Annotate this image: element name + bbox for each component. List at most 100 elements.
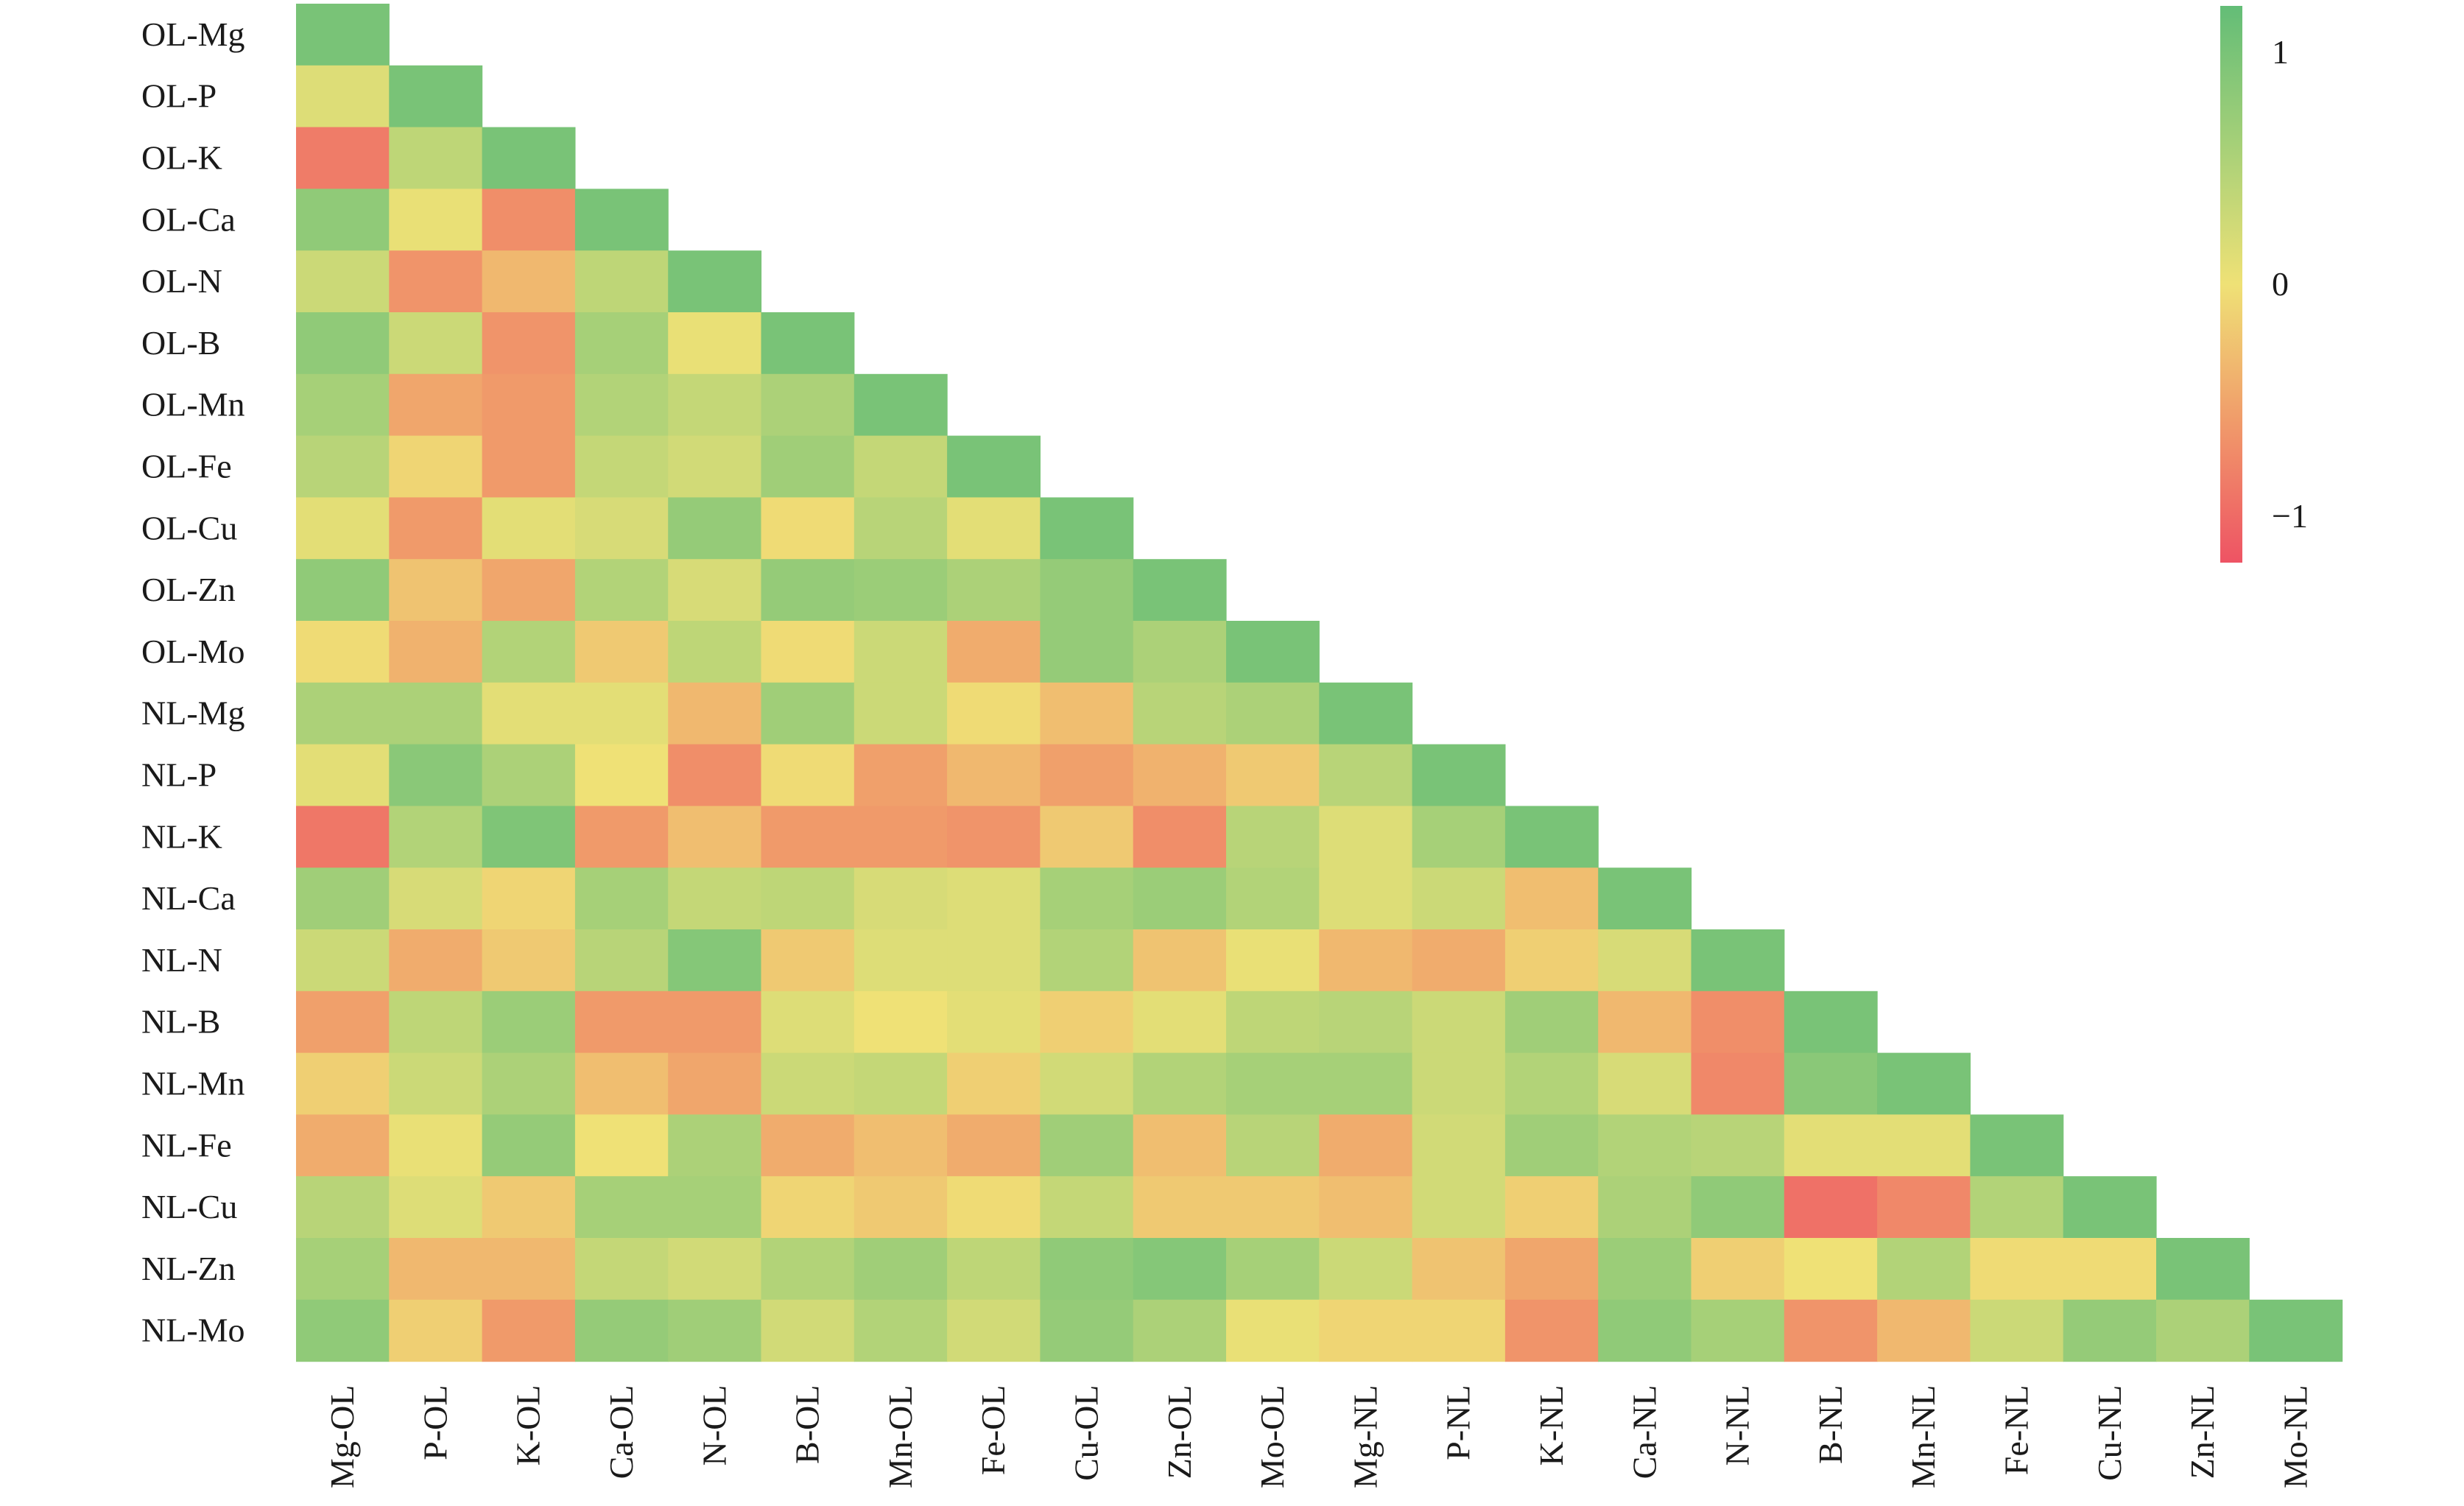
- heatmap-cell: [574, 1052, 669, 1115]
- heatmap-cell: [482, 929, 576, 992]
- heatmap-cell: [1133, 1052, 1227, 1115]
- row-tick-label: OL-Zn: [141, 571, 236, 608]
- heatmap-cell: [761, 1238, 855, 1301]
- heatmap-cell: [1504, 1299, 1599, 1362]
- heatmap-cell: [389, 990, 483, 1054]
- heatmap-cell: [389, 868, 483, 930]
- heatmap-cell: [296, 1299, 390, 1362]
- heatmap-cell: [761, 806, 855, 868]
- heatmap-cell: [296, 127, 390, 189]
- heatmap-cell: [482, 1052, 576, 1115]
- heatmap-cell: [761, 435, 855, 498]
- heatmap-cell: [1504, 990, 1599, 1054]
- heatmap-cell: [668, 559, 762, 622]
- heatmap-cell: [389, 1299, 483, 1362]
- heatmap-cell: [1970, 1238, 2064, 1301]
- heatmap-cell: [1691, 1114, 1785, 1177]
- heatmap-cell: [1319, 682, 1413, 745]
- heatmap-cell: [296, 435, 390, 498]
- heatmap-cell: [1784, 1299, 1878, 1362]
- heatmap-cell: [1226, 868, 1320, 930]
- heatmap-cell: [1319, 1114, 1413, 1177]
- heatmap-cell: [296, 682, 390, 745]
- heatmap-cell: [853, 682, 948, 745]
- heatmap-cell: [947, 1114, 1041, 1177]
- heatmap-cell: [668, 1238, 762, 1301]
- heatmap-cell: [389, 806, 483, 868]
- heatmap-cell: [296, 4, 390, 66]
- heatmap-cell: [2156, 1299, 2250, 1362]
- heatmap-cell: [947, 435, 1041, 498]
- heatmap-cell: [947, 868, 1041, 930]
- heatmap-cell: [2063, 1238, 2157, 1301]
- heatmap-cell: [853, 497, 948, 560]
- heatmap-cell: [1319, 806, 1413, 868]
- colorbar-ticks: 1 0 −1: [2272, 33, 2308, 535]
- row-tick-label: OL-P: [141, 77, 217, 115]
- heatmap-cell: [947, 1299, 1041, 1362]
- heatmap-cell: [389, 373, 483, 437]
- heatmap-cell: [2063, 1176, 2157, 1239]
- heatmap-cell: [482, 1299, 576, 1362]
- heatmap-cell: [947, 559, 1041, 622]
- heatmap-cell: [1133, 1299, 1227, 1362]
- heatmap-cell: [1226, 929, 1320, 992]
- heatmap-cell: [1691, 929, 1785, 992]
- row-tick-label: OL-K: [141, 139, 222, 177]
- heatmap-cell: [1040, 868, 1134, 930]
- heatmap-cell: [1133, 1238, 1227, 1301]
- row-tick-label: OL-Mg: [141, 15, 245, 53]
- heatmap-cell: [668, 435, 762, 498]
- column-tick-label: Mo-NL: [2276, 1385, 2314, 1489]
- heatmap-cell: [668, 806, 762, 868]
- column-tick-label: B-NL: [1812, 1385, 1849, 1464]
- heatmap-cell: [761, 868, 855, 930]
- heatmap-cell: [1598, 1052, 1692, 1115]
- heatmap-cell: [761, 621, 855, 683]
- heatmap-cell: [296, 806, 390, 868]
- heatmap-cell: [1970, 1114, 2064, 1177]
- column-tick-label: Ca-NL: [1625, 1385, 1663, 1479]
- heatmap-cell: [2063, 1299, 2157, 1362]
- heatmap-cell: [296, 868, 390, 930]
- heatmap-cell: [761, 744, 855, 806]
- heatmap-cell: [296, 621, 390, 683]
- heatmap-cell: [761, 990, 855, 1054]
- heatmap-cell: [668, 929, 762, 992]
- heatmap-cell: [1040, 806, 1134, 868]
- heatmap-cell: [668, 621, 762, 683]
- heatmap-cell: [1784, 1052, 1878, 1115]
- heatmap-cell: [1412, 868, 1506, 930]
- heatmap-cell: [1319, 1238, 1413, 1301]
- heatmap-cell: [1040, 497, 1134, 560]
- heatmap-cell: [853, 1114, 948, 1177]
- heatmap-cell: [482, 373, 576, 437]
- heatmap-cell: [1319, 990, 1413, 1054]
- column-tick-label: Mg-OL: [323, 1385, 361, 1489]
- heatmap-cell: [668, 1052, 762, 1115]
- heatmap-cell: [1504, 806, 1599, 868]
- heatmap-cell: [574, 1238, 669, 1301]
- heatmap-cell: [1691, 1299, 1785, 1362]
- heatmap-cell: [1040, 990, 1134, 1054]
- heatmap-cell: [574, 312, 669, 375]
- heatmap-cell: [1226, 990, 1320, 1054]
- column-tick-label: K-OL: [510, 1385, 547, 1466]
- heatmap-cell: [761, 929, 855, 992]
- heatmap-cell: [1319, 1176, 1413, 1239]
- heatmap-cell: [389, 189, 483, 251]
- heatmap-cell: [296, 250, 390, 313]
- heatmap-cell: [1133, 1114, 1227, 1177]
- heatmap-cell: [1504, 868, 1599, 930]
- column-tick-label: P-NL: [1440, 1385, 1477, 1460]
- heatmap-cell: [668, 868, 762, 930]
- heatmap-cell: [296, 990, 390, 1054]
- heatmap-cell: [1040, 682, 1134, 745]
- heatmap-cell: [761, 1299, 855, 1362]
- heatmap-cell: [761, 497, 855, 560]
- heatmap-cell: [853, 744, 948, 806]
- row-tick-label: NL-Cu: [141, 1188, 237, 1225]
- heatmap-cell: [482, 1176, 576, 1239]
- heatmap-cell: [1412, 1238, 1506, 1301]
